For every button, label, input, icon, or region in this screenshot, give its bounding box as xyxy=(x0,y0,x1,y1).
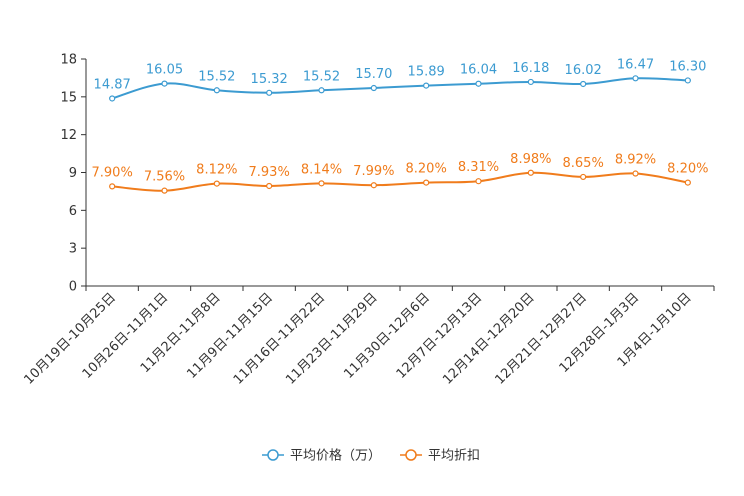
data-point xyxy=(632,75,639,82)
y-tick-label: 15 xyxy=(60,90,77,105)
y-tick-label: 6 xyxy=(69,204,77,219)
data-label: 16.04 xyxy=(460,63,497,78)
x-category-label: 11月23日-11月29日 xyxy=(283,290,380,387)
data-point xyxy=(527,78,534,86)
data-point xyxy=(527,169,534,176)
x-category-label: 11月16日-11月22日 xyxy=(231,290,328,387)
x-category-label: 10月19日-10月25日 xyxy=(22,290,119,387)
data-point xyxy=(109,95,116,102)
data-label: 15.52 xyxy=(303,69,340,84)
data-label: 8.20% xyxy=(406,162,447,177)
legend-marker xyxy=(267,449,279,461)
data-point xyxy=(318,180,325,187)
series-line xyxy=(112,171,689,192)
data-point xyxy=(632,170,639,177)
data-point xyxy=(370,182,377,189)
data-point xyxy=(266,182,273,190)
data-label: 15.52 xyxy=(198,69,235,84)
data-label: 16.47 xyxy=(617,57,654,72)
data-label: 15.70 xyxy=(355,67,392,82)
data-label: 7.99% xyxy=(353,164,394,179)
data-point xyxy=(213,180,220,187)
legend-label: 平均折扣 xyxy=(428,449,480,464)
data-label: 16.30 xyxy=(669,59,706,74)
legend-item-2: 平均折扣 xyxy=(400,449,480,464)
data-label: 8.31% xyxy=(458,160,499,175)
data-label: 15.32 xyxy=(251,72,288,87)
data-label: 8.92% xyxy=(615,153,656,168)
data-label: 16.18 xyxy=(512,61,549,76)
data-point xyxy=(161,187,168,194)
y-tick-label: 0 xyxy=(69,280,77,295)
y-tick-label: 9 xyxy=(69,166,77,181)
x-category-label: 12月14日-12月20日 xyxy=(440,290,537,387)
data-label: 14.87 xyxy=(94,77,131,92)
data-point xyxy=(161,80,168,87)
data-label: 7.90% xyxy=(92,165,133,180)
axes: 036912151810月19日-10月25日10月26日-11月1日11月2日… xyxy=(22,53,715,388)
data-label: 8.20% xyxy=(667,162,708,177)
x-category-label: 12月21日-12月27日 xyxy=(493,290,590,387)
y-tick-label: 18 xyxy=(60,53,77,68)
data-point xyxy=(580,173,587,181)
data-point xyxy=(318,87,325,94)
data-label: 8.65% xyxy=(563,156,604,171)
data-label: 8.14% xyxy=(301,162,342,177)
series-2: 7.90% 7.56% 8.12% 7.93% 8.14% 7.99% 8.20% 8.31%… xyxy=(92,152,708,194)
legend-label: 平均价格（万） xyxy=(290,448,381,464)
y-tick-label: 3 xyxy=(69,242,77,257)
data-point xyxy=(266,89,273,96)
data-point xyxy=(475,178,482,185)
data-label: 15.89 xyxy=(408,65,445,80)
data-point xyxy=(213,87,220,94)
y-tick-label: 12 xyxy=(60,128,77,143)
data-point xyxy=(423,82,430,89)
data-point xyxy=(475,80,482,87)
legend-item-1: 平均价格（万） xyxy=(262,448,381,464)
data-label: 7.93% xyxy=(249,165,290,180)
data-point xyxy=(370,84,377,92)
data-label: 8.98% xyxy=(510,152,551,167)
series-layer: 14.87 16.05 15.52 15.32 15.52 15.70 15.89 16.04… xyxy=(92,57,708,194)
data-point xyxy=(109,183,116,190)
data-point xyxy=(684,179,691,186)
series-line xyxy=(111,77,688,100)
data-label: 7.56% xyxy=(144,170,185,185)
data-label: 16.05 xyxy=(146,63,183,78)
legend-marker xyxy=(405,449,417,461)
data-point xyxy=(580,80,587,88)
legend: 平均价格（万） 平均折扣 xyxy=(262,448,480,464)
data-point xyxy=(423,179,430,186)
series-1: 14.87 16.05 15.52 15.32 15.52 15.70 15.89 16.04… xyxy=(94,57,706,102)
data-point xyxy=(684,77,691,84)
data-label: 16.02 xyxy=(565,63,602,78)
data-label: 8.12% xyxy=(196,163,237,178)
